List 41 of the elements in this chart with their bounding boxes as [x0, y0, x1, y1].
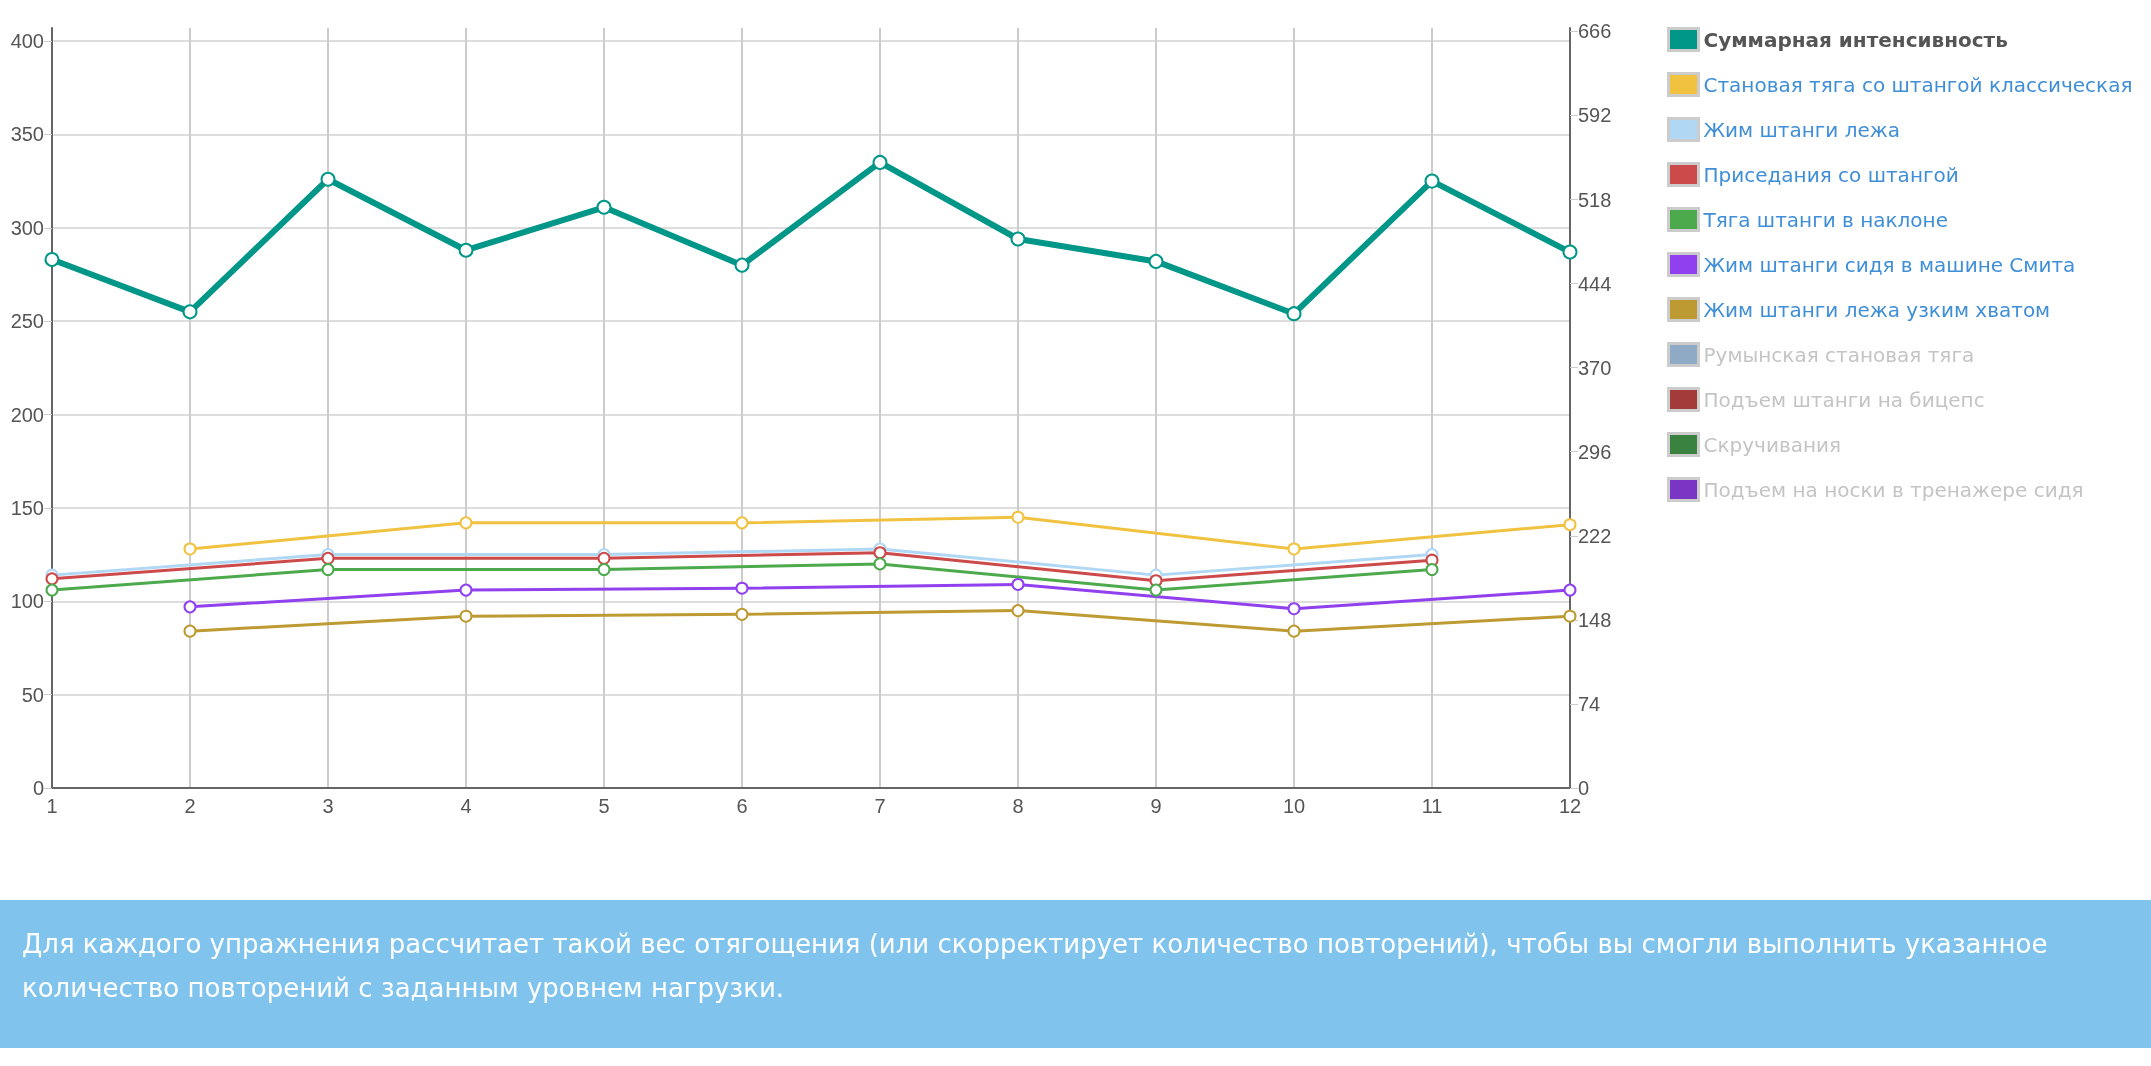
legend-label: Приседания со штангой: [1703, 162, 1959, 187]
x-tick-label: 7: [874, 795, 886, 817]
y-tick-label: 0: [32, 777, 44, 799]
y-tick-label: 200: [10, 403, 44, 426]
x-tick-label: 10: [1282, 795, 1306, 817]
y2-tick-label: 296: [1578, 440, 1612, 463]
legend-label: Подъем штанги на бицепс: [1703, 387, 1985, 412]
x-tick-label: 2: [184, 795, 196, 817]
legend-label: Подъем на носки в тренажере сидя: [1703, 477, 2084, 502]
y-tick-label: 250: [10, 310, 44, 333]
text: Для каждого упражнения рассчитает такой вес отягощения (или скорректирует количество повторений), чтобы вы смогли выполнить указанное количество повторений с заданным уровнем нагрузки.: [22, 928, 2049, 1005]
x-tick-label: 6: [736, 795, 748, 817]
x-tick-label: 5: [598, 795, 610, 817]
legend-label: Суммарная интенсивность: [1703, 27, 2008, 52]
legend-label: Скручивания: [1703, 432, 1842, 457]
x-tick-label: 4: [460, 795, 472, 817]
y-tick-label: 50: [21, 683, 44, 706]
y-tick-label: 400: [10, 30, 44, 53]
y2-tick-label: 74: [1578, 692, 1601, 715]
y2-tick-label: 666: [1578, 20, 1612, 43]
y-tick-label: 300: [10, 216, 44, 239]
legend-label: Румынская становая тяга: [1703, 342, 1975, 367]
y-tick-label: 100: [10, 590, 44, 613]
x-tick-label: 3: [322, 795, 334, 817]
x-tick-label: 9: [1150, 795, 1162, 817]
y2-tick-label: 518: [1578, 188, 1612, 211]
legend-label: Тяга штанги в наклоне: [1702, 207, 1948, 232]
y-tick-label: 350: [10, 123, 44, 146]
y2-tick-label: 370: [1578, 356, 1612, 379]
legend-label: Становая тяга со штангой классическая: [1703, 72, 2133, 97]
y2-tick-label: 222: [1578, 524, 1612, 547]
x-tick-label: 11: [1421, 795, 1443, 817]
x-tick-label: 8: [1012, 795, 1024, 817]
y2-tick-label: 592: [1578, 104, 1612, 127]
legend-label: Жим штанги лежа узким хватом: [1703, 297, 2051, 322]
legend-label: Жим штанги лежа: [1703, 117, 1900, 142]
y2-tick-label: 148: [1578, 608, 1612, 631]
legend-label: Жим штанги сидя в машине Смита: [1703, 252, 2076, 277]
x-tick-label: 1: [46, 795, 58, 817]
y2-tick-label: 444: [1578, 272, 1612, 295]
y-tick-label: 150: [10, 496, 44, 519]
